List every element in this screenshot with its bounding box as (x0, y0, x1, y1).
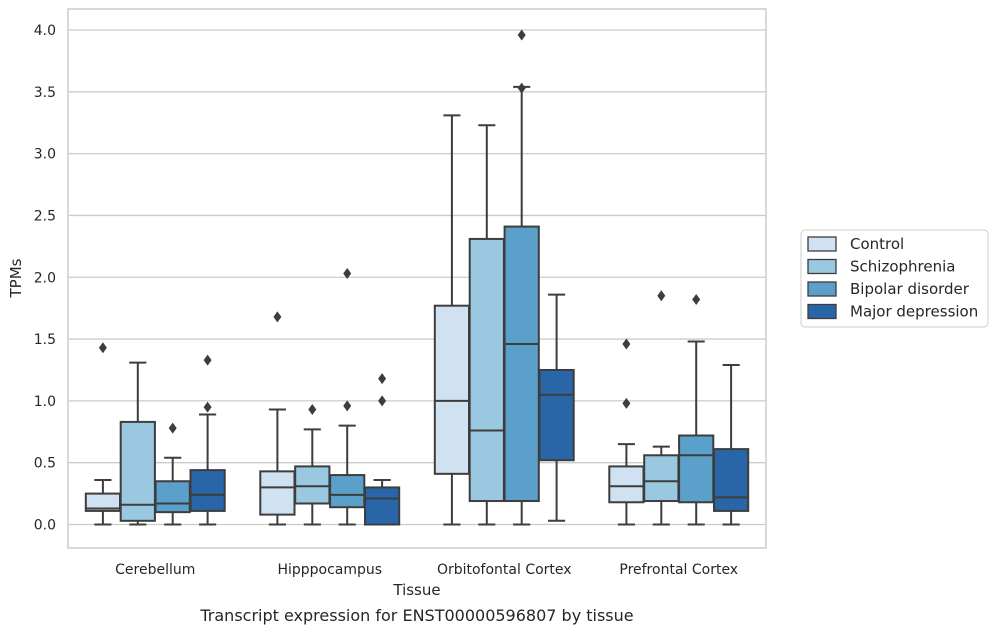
box-body (678, 434, 715, 504)
box-body (433, 304, 471, 475)
box-plots (84, 29, 750, 526)
outlier-point (343, 268, 352, 280)
y-tick-label: 2.5 (34, 208, 56, 224)
y-tick-label: 1.0 (34, 394, 56, 410)
box-body (643, 454, 680, 503)
y-axis-label: TPMs (7, 258, 25, 298)
legend-label: Bipolar disorder (850, 280, 970, 298)
outlier-point (517, 29, 526, 41)
outlier-point (273, 311, 282, 323)
legend-swatch (807, 258, 837, 275)
box-body (294, 465, 331, 505)
box-body (608, 465, 645, 504)
y-axis-ticks: 0.0 0.5 1.0 1.5 2.0 2.5 3.0 3.5 4.0 (34, 23, 56, 533)
outlier-point (378, 395, 387, 407)
x-axis-label: Tissue (392, 581, 440, 599)
box-body (712, 448, 750, 512)
box-group (538, 293, 575, 522)
box-body (259, 470, 296, 516)
x-tick-label: Prefrontal Cortex (619, 562, 738, 578)
box-group (84, 342, 122, 526)
y-tick-label: 1.5 (34, 332, 56, 348)
legend-label: Schizophrenia (850, 258, 955, 276)
chart-caption: Transcript expression for ENST0000059680… (200, 606, 634, 625)
legend: Control Schizophrenia Bipolar disorder Majo… (800, 229, 989, 328)
box-group (259, 311, 296, 526)
box-group (503, 29, 540, 526)
box-body (503, 225, 540, 503)
legend-swatch (807, 303, 837, 320)
legend-frame (800, 229, 989, 328)
box-body (154, 480, 191, 514)
y-tick-label: 4.0 (34, 23, 56, 39)
outlier-point (622, 338, 631, 350)
box-group (433, 114, 471, 526)
outlier-point (622, 397, 631, 409)
outlier-point (98, 342, 107, 354)
outlier-point (657, 290, 666, 302)
legend-label: Major depression (850, 303, 978, 321)
box-body (468, 237, 505, 503)
x-axis-ticks: Cerebellum Hipppocampus Orbitofontal Corte… (115, 562, 738, 578)
outlier-point (517, 82, 526, 94)
plot-frame (67, 8, 767, 549)
box-group (468, 124, 505, 526)
box-group (329, 268, 366, 526)
box-body (119, 420, 156, 522)
box-group (712, 364, 750, 526)
gridlines (68, 29, 766, 526)
x-tick-label: Cerebellum (115, 562, 195, 578)
outlier-point (378, 373, 387, 385)
outlier-point (343, 400, 352, 412)
y-tick-label: 2.0 (34, 270, 56, 286)
box-group (608, 338, 645, 526)
legend-label: Control (850, 235, 904, 253)
y-tick-label: 3.0 (34, 147, 56, 163)
y-tick-label: 0.5 (34, 456, 56, 472)
box-group (678, 294, 715, 526)
box-body (538, 368, 575, 462)
box-body (329, 474, 366, 509)
box-body (189, 469, 226, 512)
x-tick-label: Hipppocampus (277, 562, 382, 578)
outlier-point (203, 401, 212, 413)
box-group (643, 290, 680, 526)
outlier-point (692, 294, 701, 306)
outlier-point (168, 422, 177, 434)
box-group (189, 354, 226, 526)
y-tick-label: 3.5 (34, 85, 56, 101)
box-group (119, 361, 156, 526)
box-group (363, 373, 401, 526)
legend-swatch (807, 281, 837, 297)
legend-swatch (807, 236, 837, 252)
x-tick-label: Orbitofontal Cortex (437, 562, 572, 578)
box-body (363, 486, 401, 526)
box-group (154, 422, 191, 526)
y-tick-label: 0.0 (34, 518, 56, 534)
outlier-point (308, 404, 317, 416)
box-group (294, 404, 331, 526)
outlier-point (203, 354, 212, 366)
